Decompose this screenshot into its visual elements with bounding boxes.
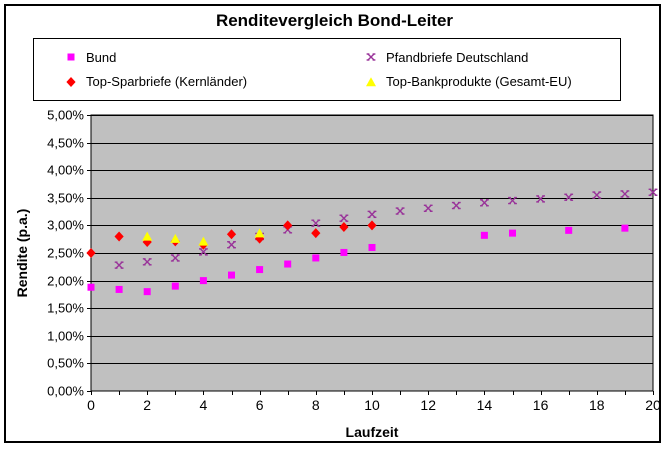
legend-label: Top-Sparbriefe (Kernländer) <box>86 74 248 90</box>
data-point-marker <box>620 190 630 198</box>
data-point-marker <box>423 204 433 212</box>
x-tick-label: 10 <box>364 397 380 413</box>
y-axis-title: Rendite (p.a.) <box>14 208 30 298</box>
data-point-marker <box>143 288 151 296</box>
data-point-marker <box>199 248 208 256</box>
x-axis-title: Laufzeit <box>345 424 399 440</box>
legend-item-bankprodukte: Top-Bankprodukte (Gesamt-EU) <box>364 75 620 88</box>
data-point-marker <box>114 231 124 242</box>
legend-label: Top-Bankprodukte (Gesamt-EU) <box>386 74 572 90</box>
data-point-marker <box>171 282 179 290</box>
data-point-marker <box>142 258 152 266</box>
data-point-marker <box>509 229 516 237</box>
data-point-marker <box>648 188 658 196</box>
legend-label: Bund <box>86 49 117 65</box>
data-point-marker <box>114 261 124 269</box>
y-tick-label: 0,00% <box>47 384 84 399</box>
data-point-marker <box>367 210 377 219</box>
x-tick-label: 20 <box>645 397 661 413</box>
y-tick-label: 1,50% <box>47 301 84 316</box>
series-0-points <box>87 224 629 296</box>
data-point-marker <box>142 231 153 241</box>
x-tick-label: 14 <box>477 397 493 413</box>
y-axis-tick-labels: 5,00% 4,50% 4,00% 3,50% 3,00% 2,50% 2,00% 1,50%… <box>47 108 84 399</box>
data-point-marker <box>198 236 209 246</box>
x-axis-ticks: 0 2 4 6 8 10 12 14 16 18 20 <box>87 391 661 413</box>
data-point-marker <box>451 201 461 210</box>
series-3-points <box>142 228 265 246</box>
y-tick-label: 4,00% <box>47 163 84 178</box>
data-point-marker <box>256 266 264 274</box>
y-tick-label: 2,50% <box>47 246 84 261</box>
x-tick-label: 8 <box>312 397 320 413</box>
data-point-marker <box>366 53 376 61</box>
data-point-marker <box>339 214 349 222</box>
data-point-marker <box>367 220 377 231</box>
data-point-marker <box>508 196 517 205</box>
data-point-marker <box>255 233 265 244</box>
data-point-marker <box>311 228 321 239</box>
data-point-marker <box>480 231 488 239</box>
data-point-marker <box>254 228 265 238</box>
data-point-marker <box>67 53 75 61</box>
chart-title: Renditevergleich Bond-Leiter <box>215 11 454 30</box>
y-tick-label: 3,00% <box>47 218 84 233</box>
data-point-marker <box>284 260 292 268</box>
data-point-marker <box>366 77 376 87</box>
data-point-marker <box>228 271 235 279</box>
data-point-marker <box>227 241 236 249</box>
triangle-marker-icon <box>366 77 376 87</box>
data-point-marker <box>339 222 349 233</box>
x-tick-label: 6 <box>256 397 264 413</box>
x-tick-label: 16 <box>533 397 549 413</box>
data-point-marker <box>226 229 237 240</box>
x-tick-label: 18 <box>589 397 605 413</box>
data-point-marker <box>86 248 96 258</box>
series-2-points <box>86 220 377 258</box>
legend-item-pfandbriefe: Pfandbriefe Deutschland <box>364 51 620 64</box>
square-marker-icon <box>67 53 75 61</box>
x-marker-icon <box>366 53 376 61</box>
data-point-marker <box>312 254 320 262</box>
y-tick-label: 5,00% <box>47 108 84 123</box>
data-point-marker <box>565 226 573 234</box>
data-point-marker <box>115 285 123 293</box>
data-point-marker <box>170 254 180 262</box>
legend-item-sparbriefe: Top-Sparbriefe (Kernländer) <box>64 75 364 88</box>
x-tick-label: 4 <box>200 397 208 413</box>
data-point-marker <box>480 199 489 207</box>
y-tick-label: 1,00% <box>47 329 84 344</box>
data-point-marker <box>283 220 293 231</box>
data-point-marker <box>368 243 376 251</box>
y-tick-label: 2,00% <box>47 274 84 289</box>
legend-item-bund: Bund <box>64 51 364 64</box>
data-point-marker <box>536 195 545 203</box>
data-point-marker <box>170 233 181 243</box>
diamond-marker-icon <box>66 76 76 87</box>
x-tick-label: 12 <box>420 397 436 413</box>
data-point-marker <box>87 283 95 291</box>
data-point-marker <box>564 193 574 201</box>
y-tick-label: 4,50% <box>47 136 84 151</box>
x-tick-label: 0 <box>87 397 95 413</box>
y-tick-label: 0,50% <box>47 356 84 371</box>
chart-legend: Bund Pfandbriefe Deutschland Top-Sparbri… <box>33 38 621 101</box>
legend-label: Pfandbriefe Deutschland <box>386 49 529 65</box>
series-1-points <box>114 188 658 269</box>
data-point-marker <box>340 248 348 256</box>
data-point-marker <box>621 224 629 232</box>
data-point-marker <box>311 219 321 227</box>
y-tick-label: 3,50% <box>47 191 84 206</box>
data-point-marker <box>199 277 207 285</box>
x-tick-label: 2 <box>143 397 151 413</box>
data-point-marker <box>395 207 405 215</box>
data-point-marker <box>592 191 602 199</box>
